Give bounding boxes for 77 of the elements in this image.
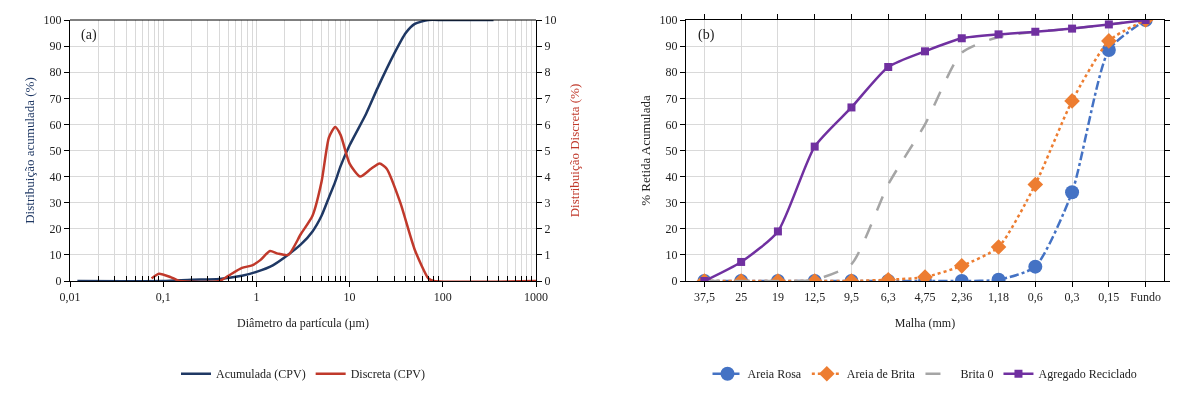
- y-tick-label: 60: [49, 117, 62, 132]
- y-tick-label: 80: [49, 65, 62, 80]
- x-tick-label: 1000: [524, 290, 548, 305]
- y2-tick-label: 9: [544, 39, 551, 54]
- y-tick-label: 30: [665, 195, 678, 210]
- legend-label: Areia Rosa: [747, 367, 802, 382]
- y2-tick-label: 7: [544, 91, 551, 106]
- point: [1101, 33, 1117, 49]
- legend-label: Brita 0: [960, 367, 994, 382]
- x-tick-label: 0,6: [1027, 290, 1043, 305]
- x-tick-label: 6,3: [880, 290, 896, 305]
- x-tick-label: 25: [735, 290, 748, 305]
- x-tick-label: 19: [771, 290, 784, 305]
- y2-tick-label: 3: [544, 195, 551, 210]
- point: [1064, 93, 1080, 109]
- y-tick-label: 80: [665, 65, 678, 80]
- y-tick-label: 30: [49, 195, 62, 210]
- y-tick-label: 70: [49, 91, 62, 106]
- y-tick-label: 100: [43, 13, 62, 28]
- y-tick-label: 50: [49, 143, 62, 158]
- point: [847, 103, 856, 112]
- x-axis-title: Malha (mm): [894, 316, 956, 330]
- x-tick-label: 0,3: [1064, 290, 1080, 305]
- x-tick-label: 100: [433, 290, 452, 305]
- y-tick-label: 60: [665, 117, 678, 132]
- point: [1104, 20, 1113, 29]
- y-tick-label: 10: [665, 248, 678, 263]
- annotation: (b): [698, 27, 715, 43]
- x-tick-label: 2,36: [951, 290, 973, 305]
- x-tick-label: 37,5: [693, 290, 715, 305]
- x-tick-label: 0,15: [1098, 290, 1120, 305]
- point: [1031, 27, 1040, 36]
- x-tick-label: 10: [343, 290, 356, 305]
- y2-tick-label: 10: [544, 13, 557, 28]
- y-tick-label: 40: [665, 169, 678, 184]
- y2-tick-label: 5: [544, 143, 551, 158]
- x-axis-title: Diâmetro da partícula (µm): [237, 316, 369, 330]
- y-tick-label: 90: [49, 39, 62, 54]
- y-tick-label: 0: [55, 274, 62, 289]
- y2-axis-title: Distribuição Discreta (%): [566, 83, 582, 218]
- y2-tick-label: 0: [544, 274, 551, 289]
- point: [884, 62, 893, 71]
- x-tick-label: Fundo: [1130, 290, 1161, 305]
- y2-tick-label: 6: [544, 117, 551, 132]
- y2-tick-label: 4: [544, 169, 551, 184]
- y-tick-label: 20: [665, 222, 678, 236]
- y-tick-label: 70: [665, 91, 678, 106]
- y-tick-label: 0: [671, 274, 678, 289]
- point: [921, 47, 929, 56]
- legend-label: Discreta (CPV): [350, 367, 425, 382]
- x-tick-label: 12,5: [804, 290, 826, 305]
- y-tick-label: 50: [665, 143, 678, 158]
- y-tick-label: 40: [49, 169, 62, 184]
- x-tick-label: 1: [253, 290, 260, 305]
- legend-label: Agregado Reciclado: [1038, 367, 1137, 382]
- y-tick-label: 90: [665, 39, 678, 54]
- y-tick-label: 100: [659, 13, 678, 28]
- annotation: (a): [81, 27, 97, 43]
- y-tick-label: 10: [49, 248, 62, 263]
- x-tick-label: 0,01: [59, 290, 81, 305]
- legend-label: Areia de Brita: [846, 367, 916, 382]
- point: [957, 34, 966, 43]
- y-axis-title: % Retida Acumulada: [638, 95, 653, 206]
- point: [994, 30, 1003, 39]
- point: [1068, 24, 1077, 33]
- y-axis-title: Distribuição acumulada (%): [22, 77, 37, 224]
- x-tick-label: 1,18: [988, 290, 1010, 305]
- legend-label: Acumulada (CPV): [216, 367, 306, 382]
- x-tick-label: 9,5: [843, 290, 859, 305]
- y2-tick-label: 1: [544, 248, 551, 263]
- x-tick-label: 4,75: [914, 290, 936, 305]
- x-tick-label: 0,1: [155, 290, 171, 305]
- y2-tick-label: 2: [544, 222, 551, 236]
- y-tick-label: 20: [49, 222, 62, 236]
- y2-tick-label: 8: [544, 65, 551, 80]
- point: [1027, 176, 1044, 193]
- point: [810, 142, 819, 151]
